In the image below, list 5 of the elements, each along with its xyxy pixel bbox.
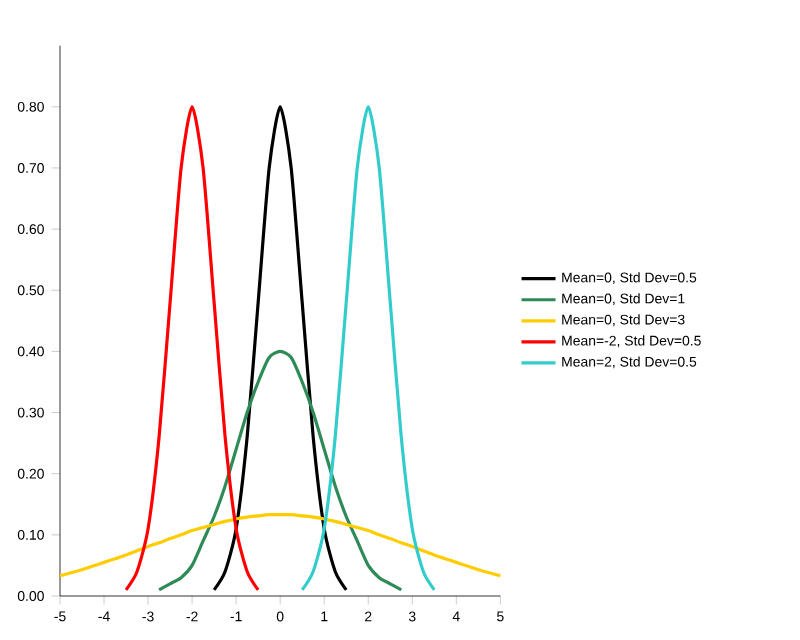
line-series xyxy=(124,105,260,592)
line-series xyxy=(212,105,348,592)
line-series xyxy=(300,105,436,592)
line-series xyxy=(58,513,502,578)
line-series xyxy=(157,349,403,592)
